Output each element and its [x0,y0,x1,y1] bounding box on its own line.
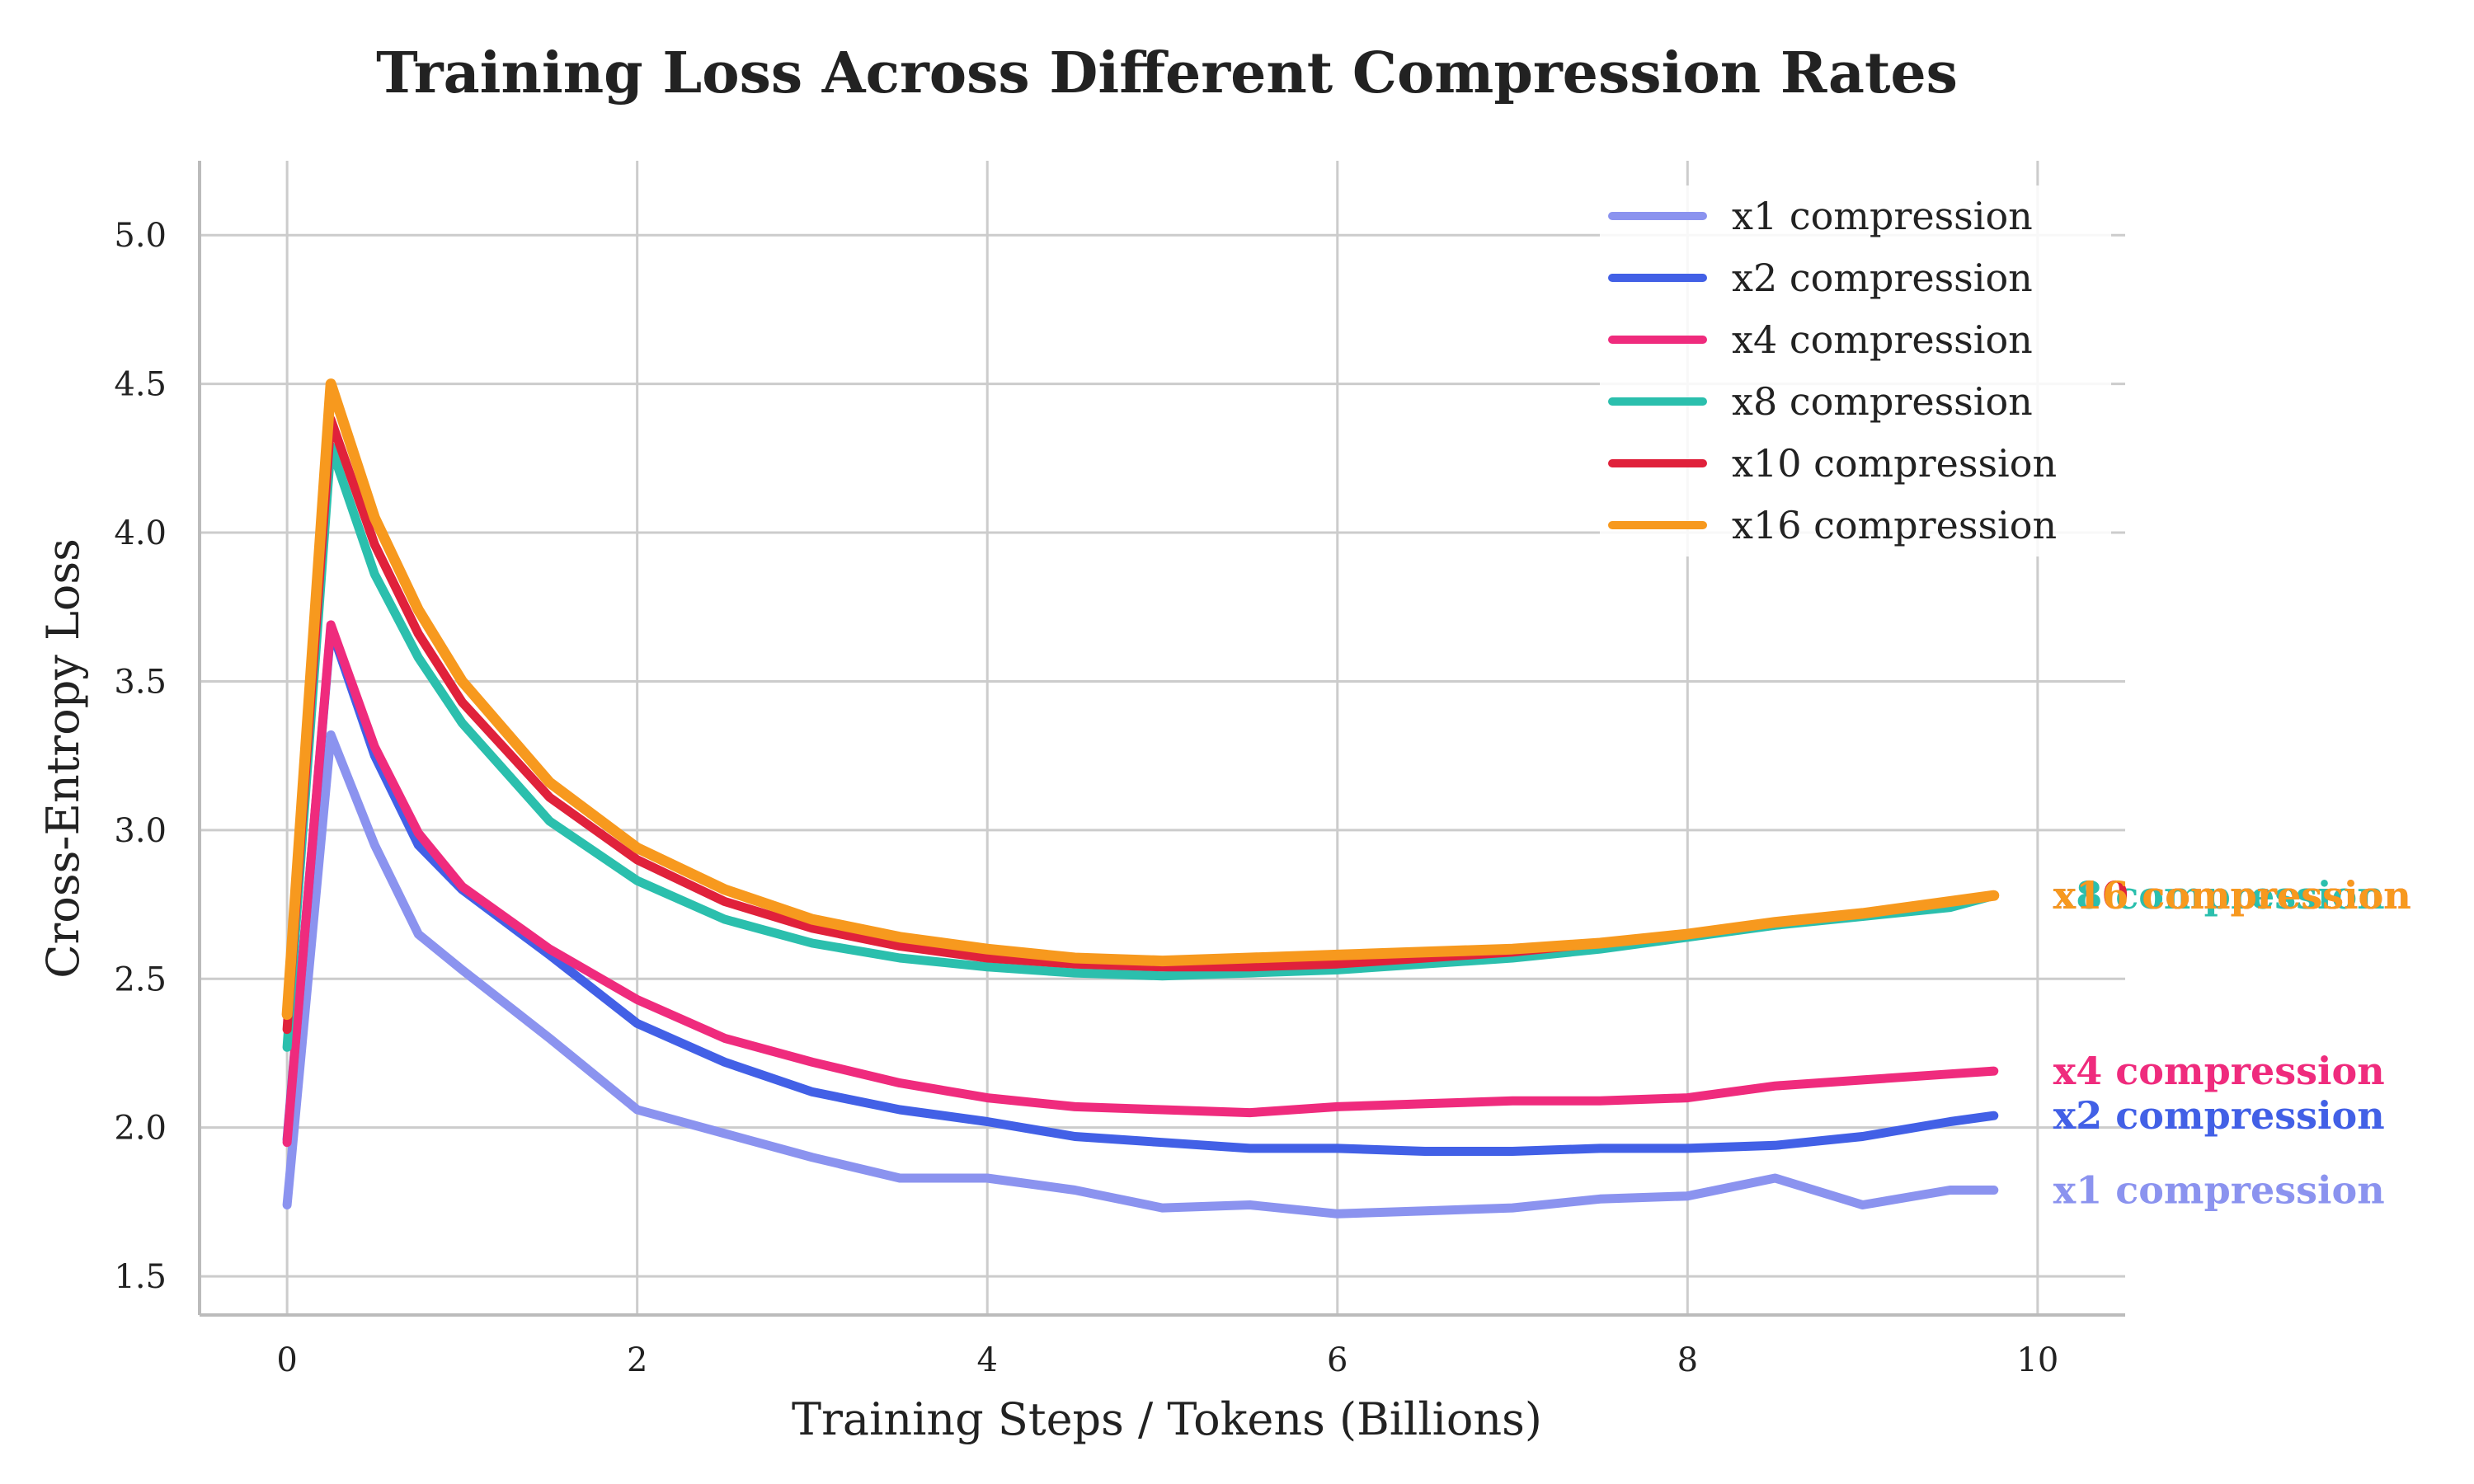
legend-entry-label: x16 compression [1732,503,2057,547]
end-label-x8-compression: x8 compression [2053,873,2385,918]
legend: x1 compression x2 compression x4 compressi… [1600,186,2111,556]
end-label-x16-compression: x16 compression [2053,873,2411,918]
y-tick-label: 2.0 [114,1110,167,1148]
x-tick-label: 2 [627,1341,647,1379]
legend-entry-label: x8 compression [1732,379,2033,424]
y-axis-label: Cross-Entropy Loss [37,538,89,979]
axes [198,161,2125,1317]
y-tick-label: 1.5 [114,1258,167,1296]
series-lines [281,378,2000,1219]
legend-entry-label: x10 compression [1732,441,2057,486]
end-label-x10-compression: x10 compression [2053,873,2411,918]
end-label-x4-compression: x4 compression [2053,1049,2385,1093]
y-tick-label: 5.0 [114,217,167,255]
tick-labels: 0 2 4 6 8 10 1.5 2.0 2.5 3.0 3.5 4.0 4.5 5.0 [114,217,2058,1379]
x-tick-label: 4 [977,1341,998,1379]
x-axis-label: Training Steps / Tokens (Billions) [792,1393,1542,1445]
y-tick-label: 4.5 [114,366,167,404]
legend-entry-label: x2 compression [1732,256,2033,300]
series-line-x1-compression [282,730,1999,1219]
legend-entry-label: x1 compression [1732,194,2033,238]
end-label-x1-compression: x1 compression [2053,1167,2385,1212]
x-tick-label: 8 [1677,1341,1698,1379]
series-line-x2-compression [282,623,1999,1156]
legend-background [1600,186,2111,556]
y-tick-label: 2.5 [114,960,167,998]
series-line-x4-compression [282,620,1999,1148]
y-tick-label: 3.0 [114,812,167,850]
series-line-x16-compression [281,378,2000,1021]
x-tick-label: 6 [1327,1341,1348,1379]
chart-title: Training Loss Across Different Compressi… [376,40,1958,106]
x-tick-label: 10 [2016,1341,2058,1379]
x-tick-label: 0 [276,1341,297,1379]
y-tick-label: 3.5 [114,663,167,701]
y-tick-label: 4.0 [114,514,167,552]
legend-entry-label: x4 compression [1732,317,2033,362]
end-label-x2-compression: x2 compression [2053,1093,2385,1138]
